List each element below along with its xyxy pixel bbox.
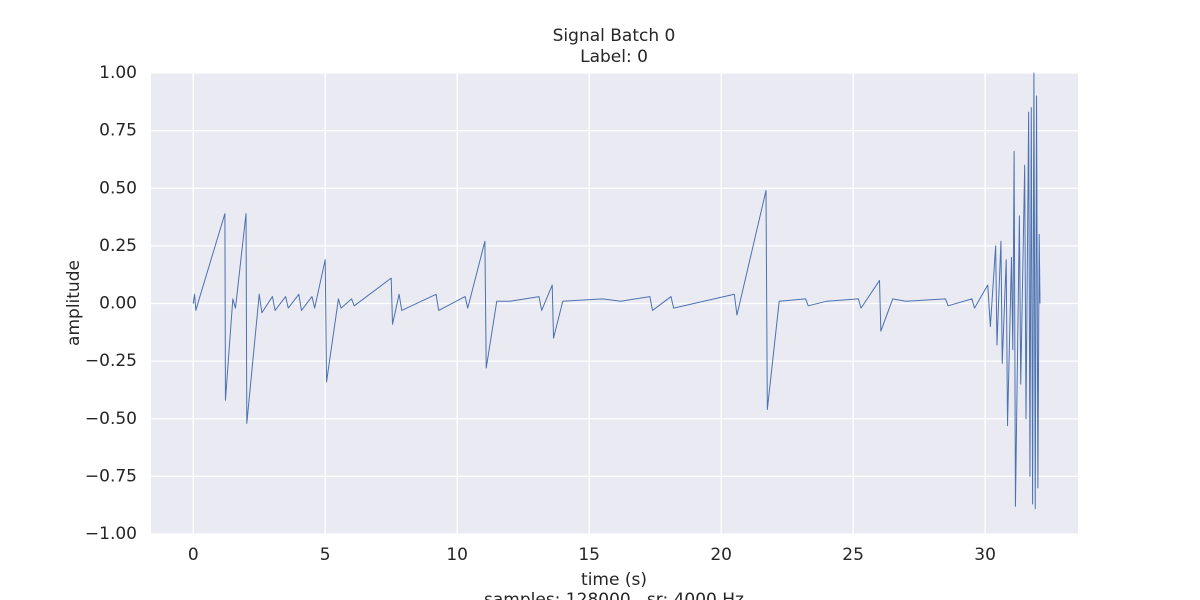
y-tick-label: 0.50 — [99, 178, 137, 198]
y-tick-label: −0.75 — [85, 466, 137, 486]
y-tick-label: 0.25 — [99, 236, 137, 256]
x-axis-label: time (s) — [581, 570, 647, 590]
y-tick-label: 1.00 — [99, 63, 137, 83]
chart-title: Signal Batch 0 — [553, 26, 676, 46]
x-tick-label: 10 — [446, 545, 468, 565]
x-tick-label: 30 — [974, 545, 996, 565]
y-tick-label: 0.00 — [99, 294, 137, 314]
x-tick-label: 5 — [320, 545, 331, 565]
signal-line — [192, 72, 1041, 510]
y-tick-label: 0.75 — [99, 121, 137, 141]
y-tick-label: −0.50 — [85, 409, 137, 429]
chart-subtitle: Label: 0 — [580, 47, 648, 67]
annotation: samples: 128000 , sr: 4000 Hz — [484, 590, 744, 600]
x-tick-label: 20 — [710, 545, 732, 565]
y-axis-label: amplitude — [64, 260, 84, 346]
x-tick-label: 15 — [578, 545, 600, 565]
x-tick-label: 0 — [188, 545, 199, 565]
y-tick-label: −1.00 — [85, 524, 137, 544]
x-tick-label: 25 — [842, 545, 864, 565]
y-tick-label: −0.25 — [85, 351, 137, 371]
